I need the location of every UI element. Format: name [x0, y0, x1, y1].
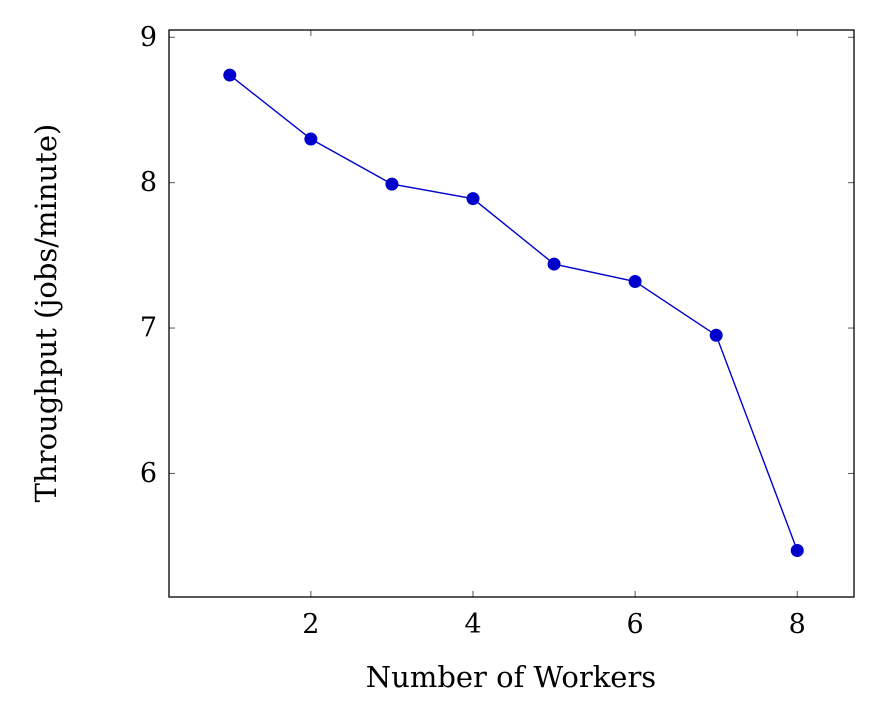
- data-point: [790, 543, 804, 557]
- x-tick-label: 2: [302, 609, 319, 640]
- series-line: [229, 74, 798, 551]
- x-axis-label: Number of Workers: [366, 660, 656, 694]
- x-tick-label: 8: [789, 609, 806, 640]
- data-point: [385, 177, 399, 191]
- y-axis-label: Throughput (jobs/minute): [29, 124, 63, 503]
- x-tick-label: 6: [627, 609, 644, 640]
- series-layer: [223, 68, 804, 557]
- y-tick-label: 6: [140, 458, 157, 489]
- x-tick-label: 4: [464, 609, 481, 640]
- data-point: [547, 257, 561, 271]
- data-point: [628, 275, 642, 289]
- y-tick-label: 7: [140, 313, 157, 344]
- data-point: [466, 192, 480, 206]
- data-point: [709, 328, 723, 342]
- y-tick-label: 8: [140, 167, 157, 198]
- data-point: [223, 68, 237, 82]
- data-point: [304, 132, 318, 146]
- axis-ticks: [169, 30, 854, 597]
- plot-frame: [168, 29, 855, 598]
- y-tick-label: 9: [140, 22, 157, 53]
- tick-labels: 2 4 6 8 6 7 8 9: [140, 22, 806, 640]
